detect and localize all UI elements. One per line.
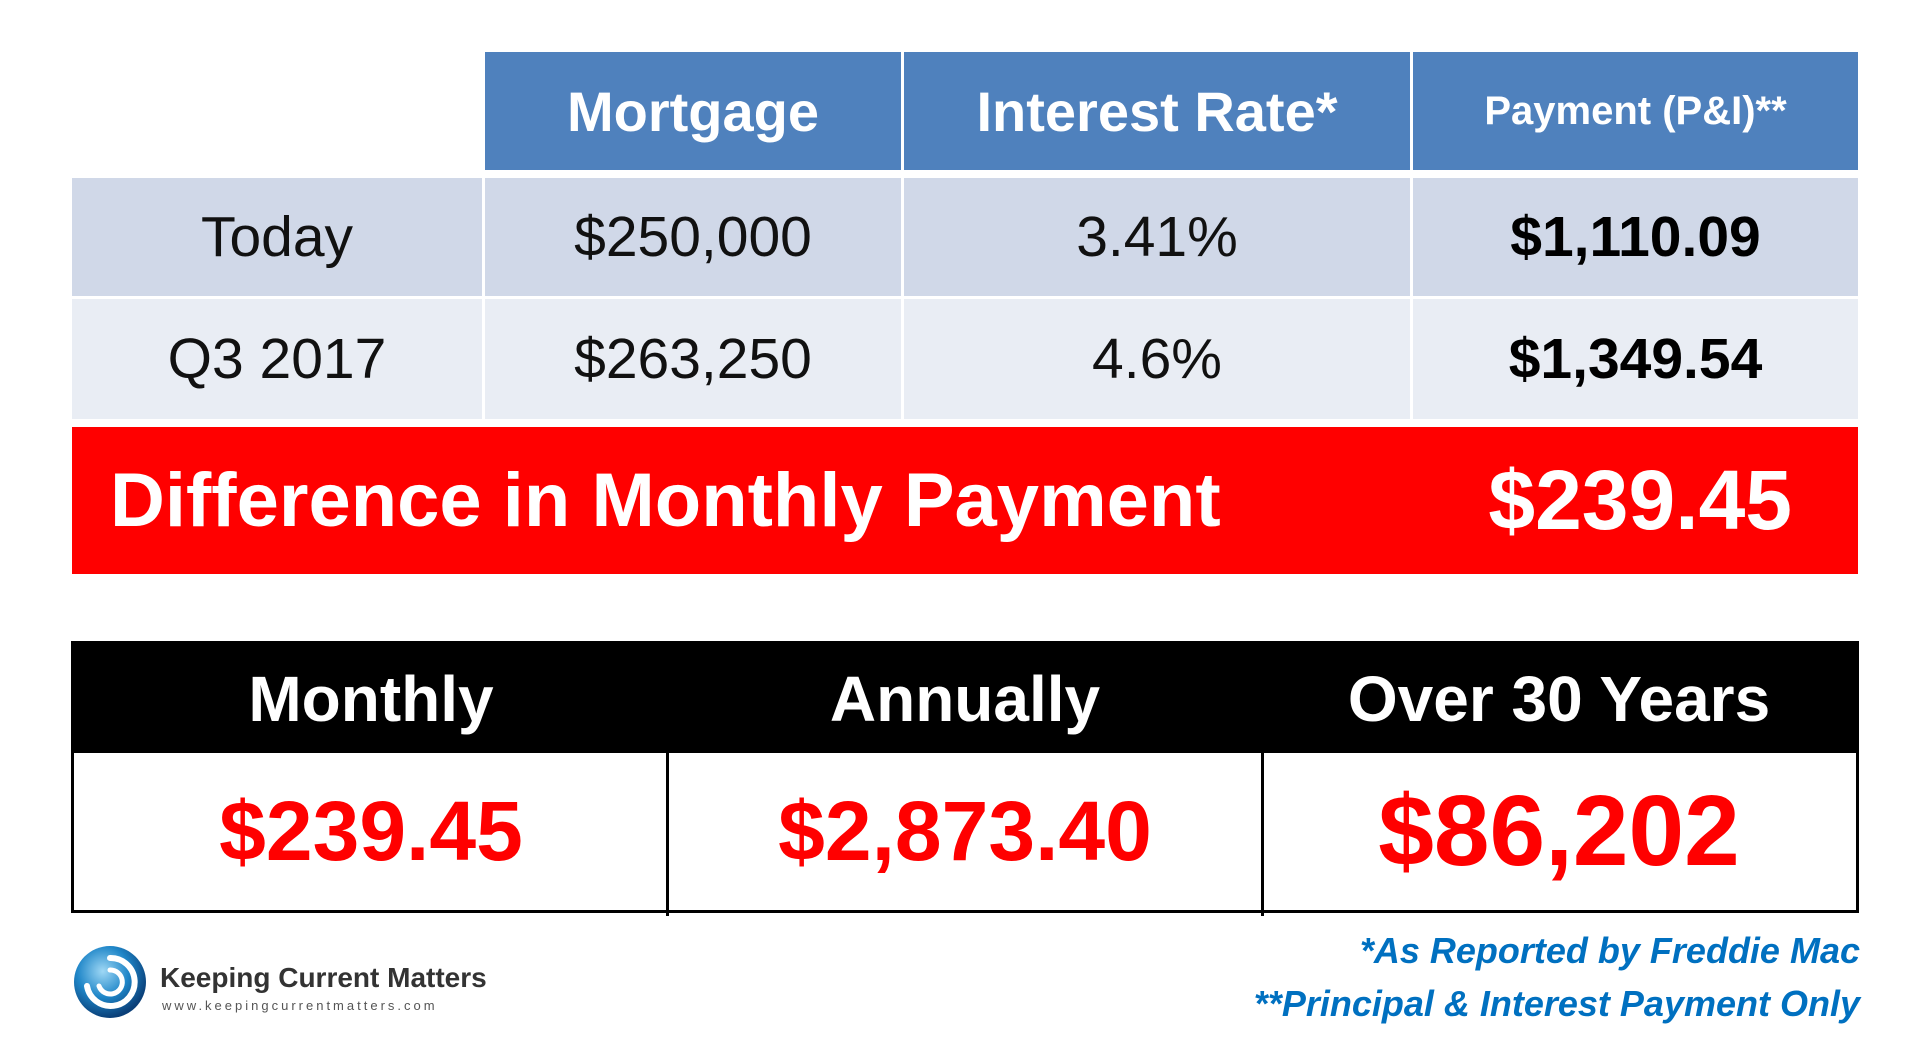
row-q3-mortgage: $263,250 (485, 299, 901, 419)
row-label-q3-2017: Q3 2017 (72, 299, 482, 419)
difference-value: $239.45 (1488, 453, 1792, 547)
row-q3-rate: 4.6% (904, 299, 1410, 419)
keeping-current-matters-logo (74, 946, 146, 1018)
footnote-principal-interest: **Principal & Interest Payment Only (1253, 983, 1860, 1024)
row-today-payment: $1,110.09 (1413, 178, 1858, 296)
summary-header-30-years: Over 30 Years (1347, 662, 1771, 735)
savings-summary: Monthly Annually Over 30 Years $239.45 $… (71, 641, 1859, 916)
row-q3-payment: $1,349.54 (1413, 299, 1858, 419)
header-mortgage: Mortgage (485, 52, 901, 170)
summary-divider (1261, 753, 1264, 916)
summary-value-monthly: $239.45 (219, 784, 523, 878)
brand-name: Keeping Current Matters (160, 962, 487, 993)
summary-header-monthly: Monthly (248, 662, 494, 735)
summary-header-bar (74, 644, 1856, 753)
brand-url: www.keepingcurrentmatters.com (162, 998, 438, 1013)
difference-label: Difference in Monthly Payment (110, 458, 1221, 543)
summary-value-annually: $2,873.40 (778, 784, 1152, 878)
row-today-rate: 3.41% (904, 178, 1410, 296)
summary-header-annually: Annually (829, 662, 1101, 735)
summary-value-30-years: $86,202 (1378, 775, 1740, 887)
summary-divider (666, 753, 669, 916)
difference-banner: Difference in Monthly Payment $239.45 (72, 427, 1858, 574)
header-interest-rate: Interest Rate* (904, 52, 1410, 170)
row-today-mortgage: $250,000 (485, 178, 901, 296)
header-payment: Payment (P&I)** (1413, 52, 1858, 170)
footnote-freddie-mac: *As Reported by Freddie Mac (1359, 930, 1860, 971)
row-label-today: Today (72, 178, 482, 296)
